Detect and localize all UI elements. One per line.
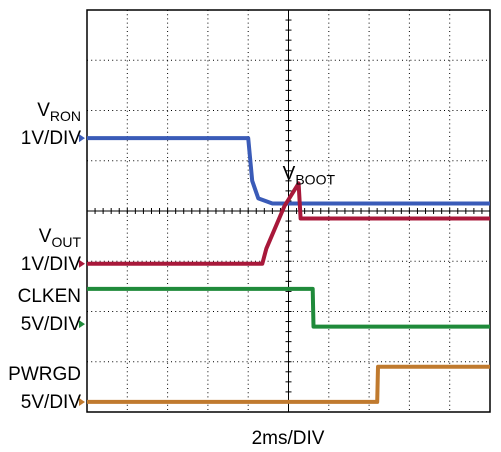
channel-marker-vout [79, 259, 85, 268]
x-axis-label: 2ms/DIV [252, 428, 325, 449]
trace-clken [87, 286, 490, 329]
trace-vron [87, 136, 490, 206]
channel-scale-clken: 5V/DIV [21, 314, 82, 335]
channel-marker-clken [79, 320, 85, 329]
trace-pwrgd [87, 364, 490, 404]
traces [87, 136, 490, 404]
channel-marker-vron [79, 134, 85, 143]
plot-border [86, 9, 491, 413]
channel-labels: VRON 1V/DIV VOUT 1V/DIV VBOOT CLKEN 5V/DIV PWRG… [8, 100, 335, 413]
channel-name-clken: CLKEN [18, 286, 81, 307]
annotation-vboot: VBOOT [283, 163, 336, 187]
channel-marker-pwrgd [79, 397, 85, 406]
plot-grid [86, 9, 491, 413]
channel-name-vout: VOUT [39, 226, 82, 250]
channel-name-pwrgd: PWRGD [8, 364, 81, 385]
channel-markers [79, 134, 85, 406]
channel-scale-vout: 1V/DIV [21, 254, 82, 275]
channel-scale-vron: 1V/DIV [21, 128, 82, 149]
channel-scale-pwrgd: 5V/DIV [21, 392, 82, 413]
channel-name-vron: VRON [37, 100, 81, 124]
trace-vout [87, 181, 490, 266]
